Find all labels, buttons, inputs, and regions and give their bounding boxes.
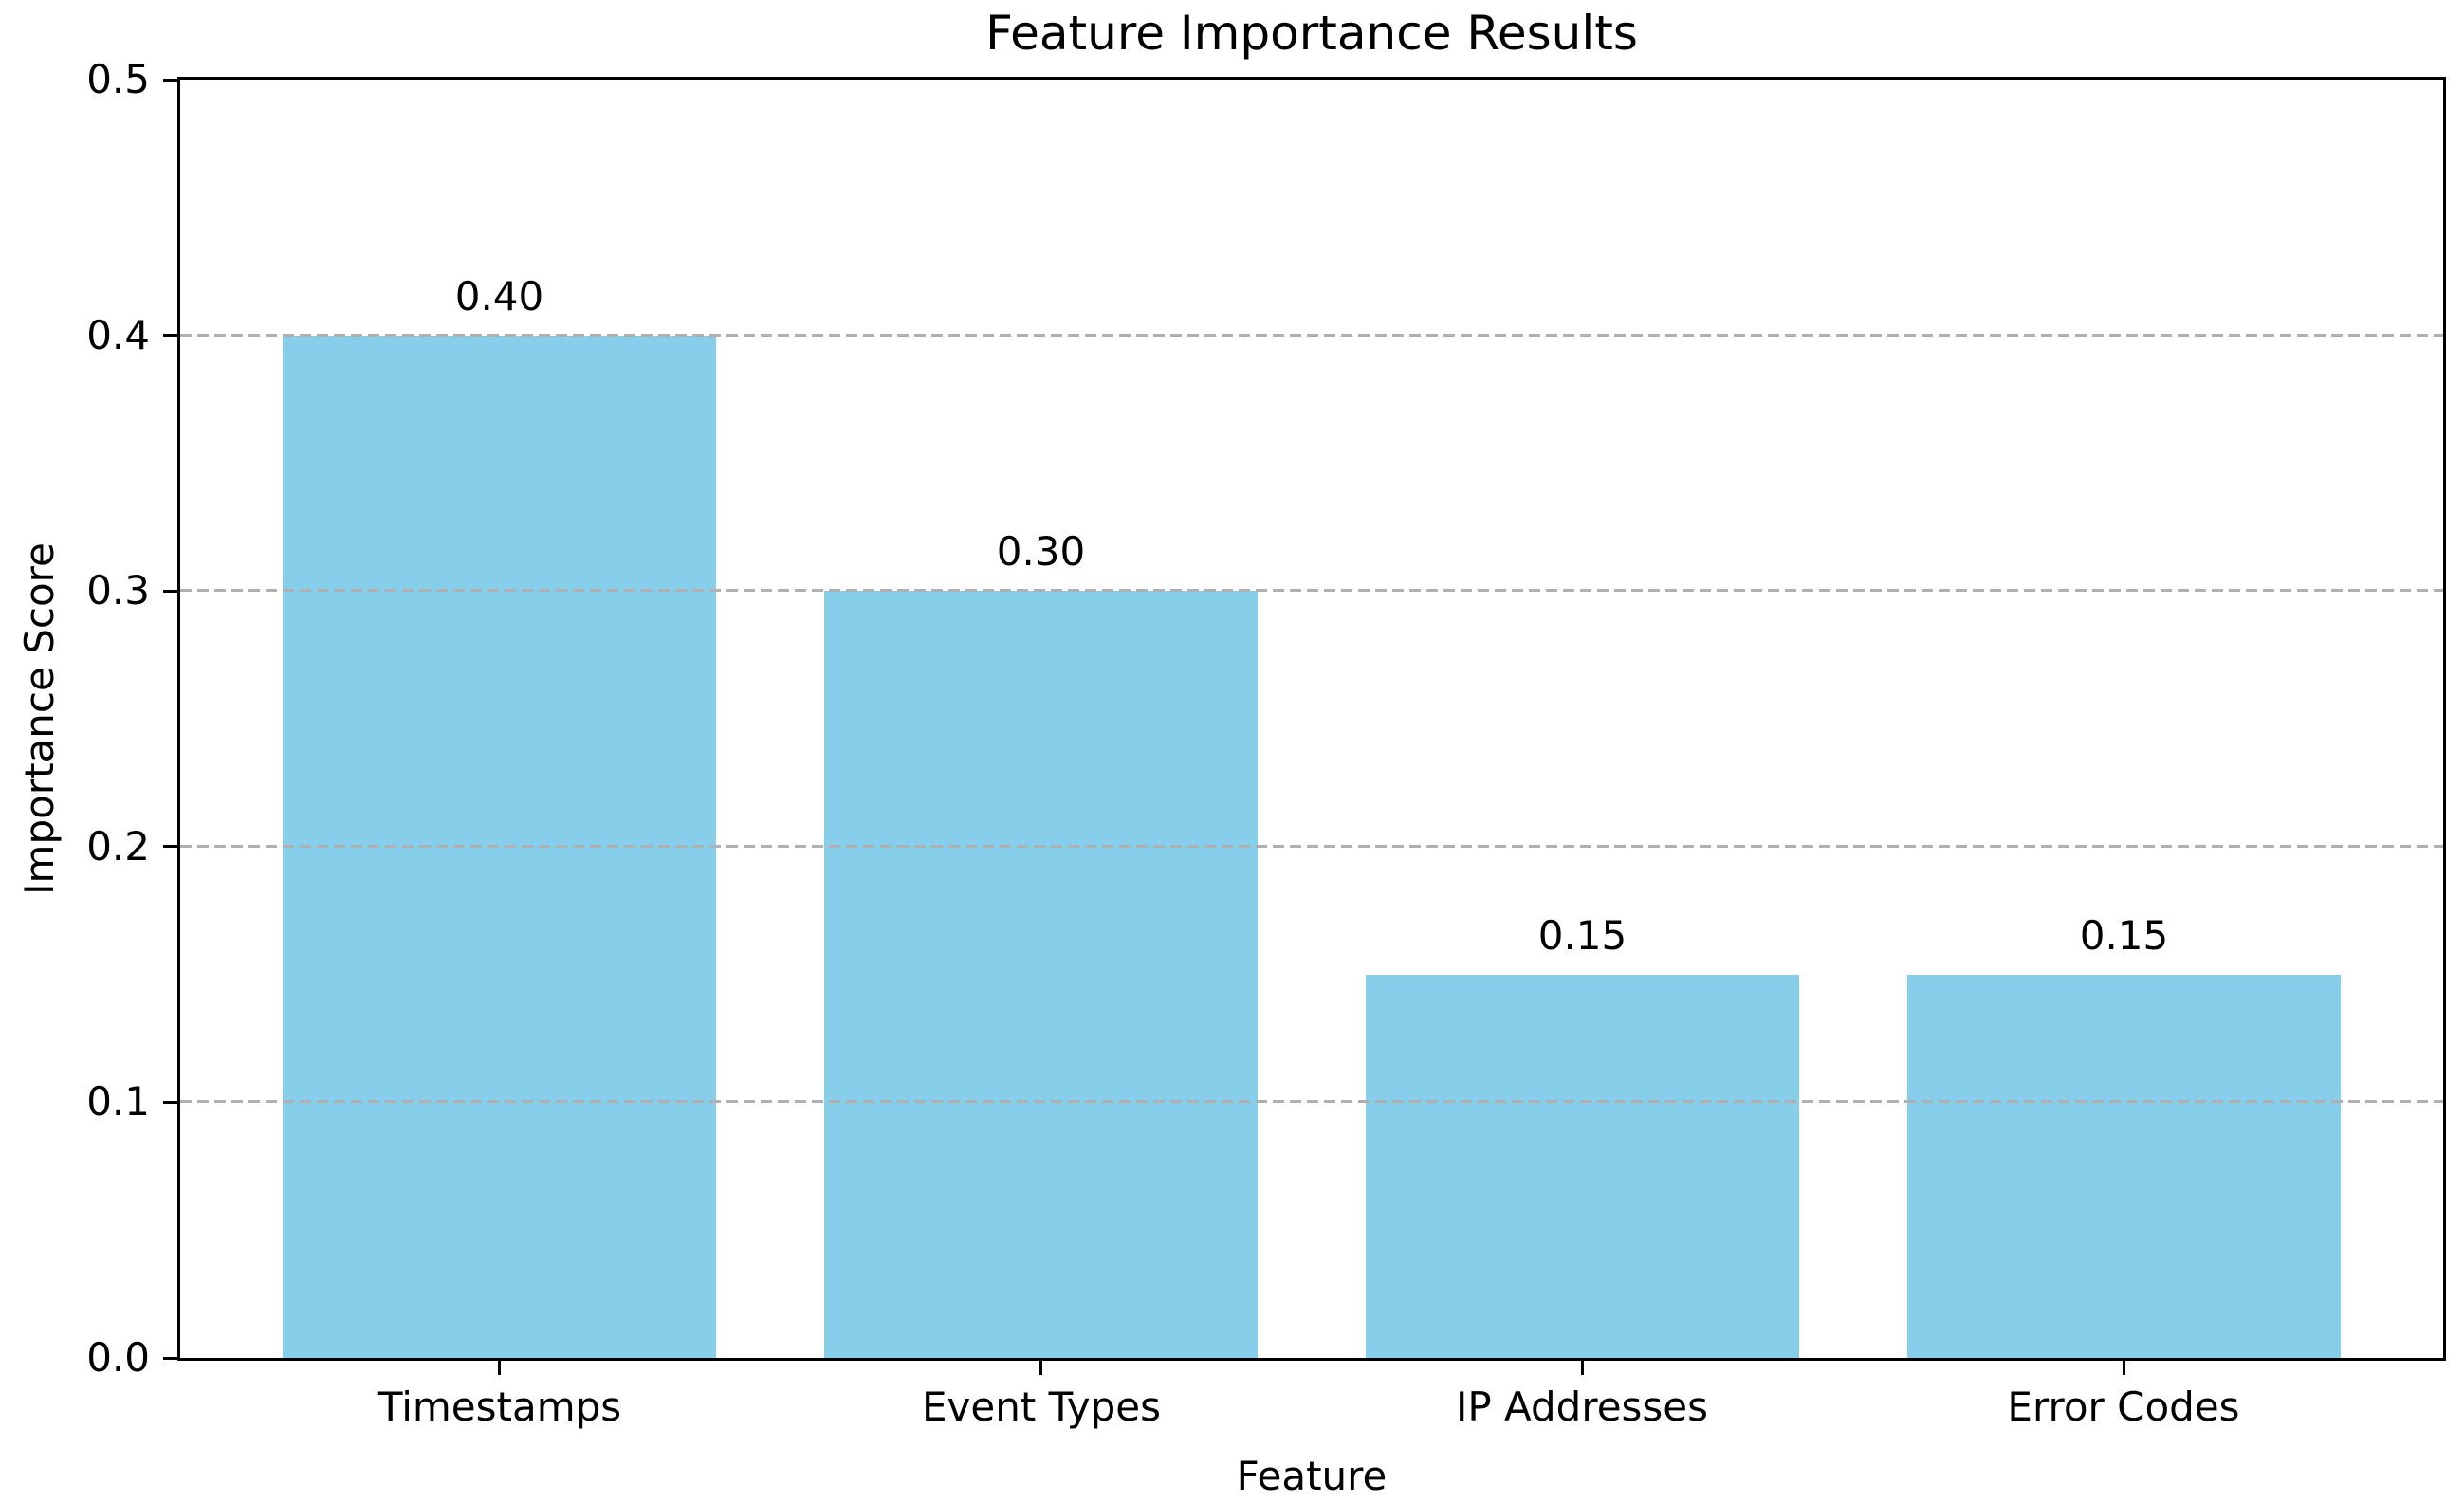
y-tick-label: 0.5 [86,56,150,102]
chart-title: Feature Importance Results [985,6,1638,61]
bar-value-label: 0.30 [996,528,1086,575]
bar-event-types [824,591,1258,1358]
y-tick-mark [163,845,177,848]
gridline-y-0.4 [180,334,2443,337]
y-tick-mark [163,334,177,337]
gridline-y-0.2 [180,845,2443,848]
y-tick-mark [163,590,177,593]
y-tick-mark [163,79,177,82]
x-tick-mark [1581,1361,1584,1375]
y-tick-mark [163,1357,177,1360]
x-tick-label-ip-addresses: IP Addresses [1455,1384,1709,1430]
bar-ip-addresses [1366,975,1799,1358]
bar-value-label: 0.40 [454,273,544,320]
gridline-y-0.3 [180,589,2443,592]
y-axis-label-container: Importance Score [0,80,80,1358]
y-tick-label: 0.3 [86,567,150,614]
plot-area: 0.40 0.30 0.15 0.15 [177,77,2446,1361]
x-tick-mark [1039,1361,1042,1375]
y-tick-label: 0.0 [86,1334,150,1381]
x-tick-label-error-codes: Error Codes [2007,1384,2240,1430]
y-tick-label: 0.1 [86,1078,150,1125]
bar-value-label: 0.15 [1537,912,1627,959]
x-tick-label-event-types: Event Types [921,1384,1162,1430]
y-tick-label: 0.2 [86,823,150,870]
y-tick-mark [163,1101,177,1104]
x-tick-mark [2123,1361,2125,1375]
y-tick-label: 0.4 [86,312,150,358]
x-tick-label-timestamps: Timestamps [377,1384,622,1430]
x-axis-label: Feature [1236,1453,1388,1499]
gridline-y-0.1 [180,1100,2443,1103]
bar-value-label: 0.15 [2079,912,2169,959]
bar-error-codes [1907,975,2341,1358]
x-tick-mark [498,1361,501,1375]
